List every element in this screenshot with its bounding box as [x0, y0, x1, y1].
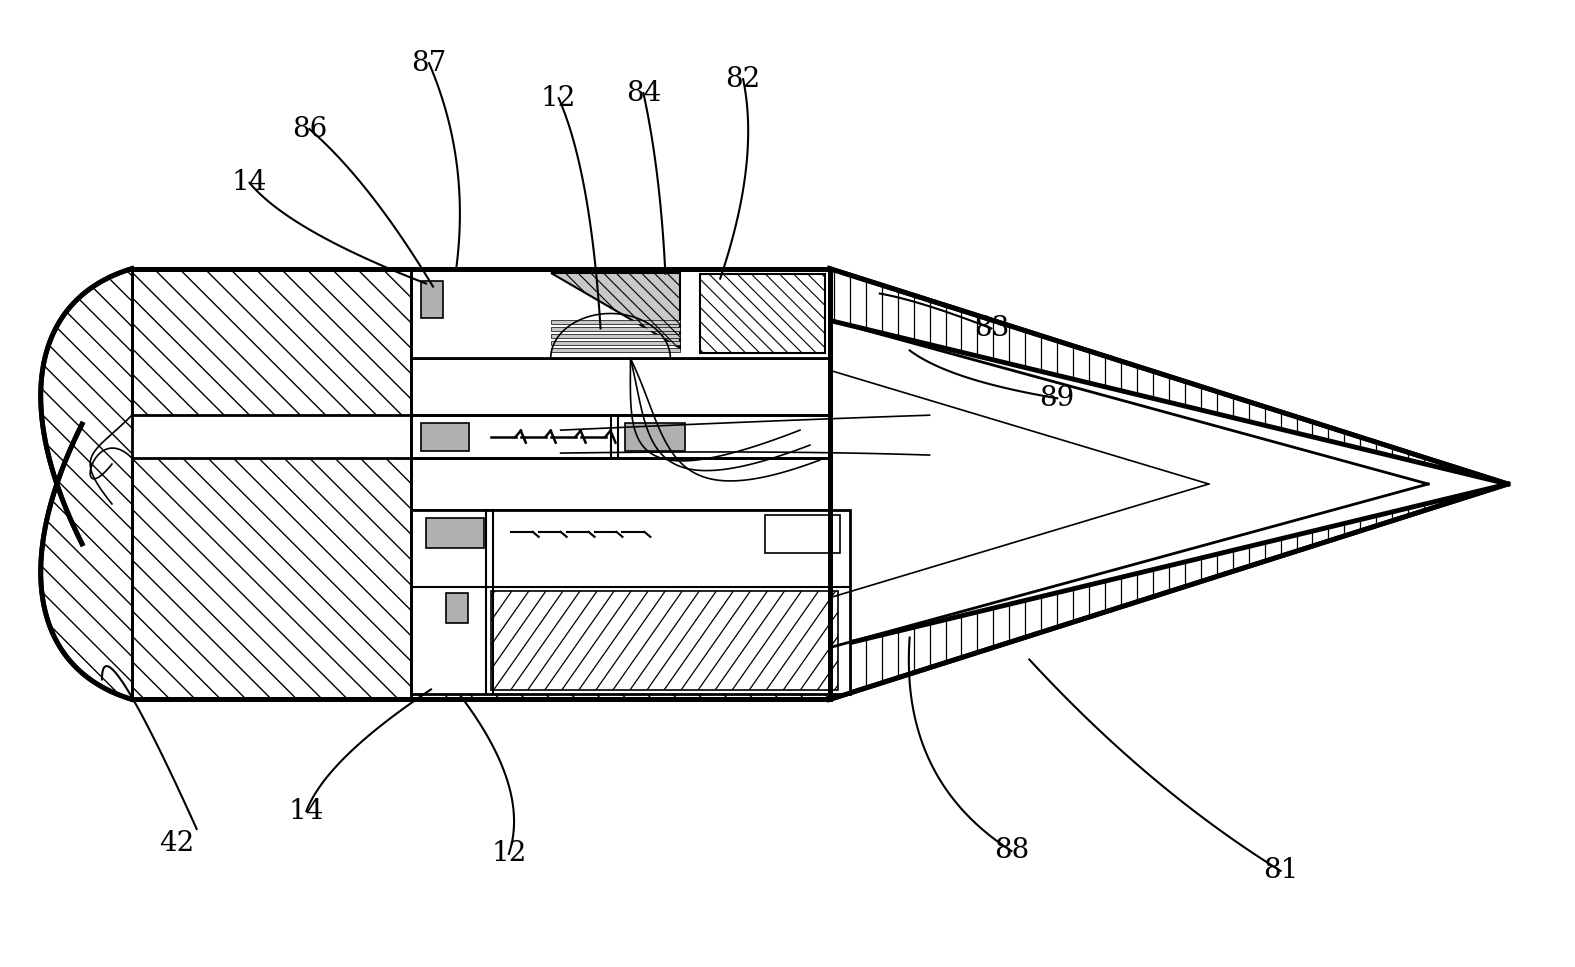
Text: 12: 12: [540, 84, 576, 111]
Bar: [551, 341, 680, 345]
Text: 14: 14: [288, 798, 324, 825]
Bar: [551, 328, 680, 332]
Bar: [551, 335, 680, 338]
Text: 81: 81: [1263, 858, 1298, 885]
Bar: [551, 348, 680, 352]
Bar: [765, 514, 839, 553]
Polygon shape: [830, 484, 1507, 699]
Text: 14: 14: [232, 169, 268, 196]
Text: 82: 82: [726, 66, 761, 93]
Bar: [411, 269, 830, 359]
Bar: [421, 424, 469, 451]
Bar: [427, 518, 484, 548]
Polygon shape: [132, 458, 830, 699]
Bar: [411, 415, 830, 458]
Bar: [421, 280, 443, 318]
Polygon shape: [551, 273, 680, 348]
Bar: [446, 594, 468, 624]
Text: 87: 87: [411, 49, 447, 76]
Bar: [551, 320, 680, 325]
Text: 89: 89: [1040, 385, 1074, 412]
Text: 84: 84: [625, 79, 661, 106]
Polygon shape: [491, 592, 838, 690]
Text: 88: 88: [994, 837, 1028, 864]
Polygon shape: [830, 269, 1507, 484]
Text: 83: 83: [973, 315, 1010, 342]
Polygon shape: [701, 274, 825, 353]
Text: 42: 42: [159, 831, 194, 858]
Text: 12: 12: [491, 840, 526, 867]
Polygon shape: [132, 269, 830, 415]
Bar: [411, 510, 850, 694]
Bar: [625, 424, 685, 451]
Text: 86: 86: [291, 115, 328, 142]
Polygon shape: [41, 269, 132, 699]
